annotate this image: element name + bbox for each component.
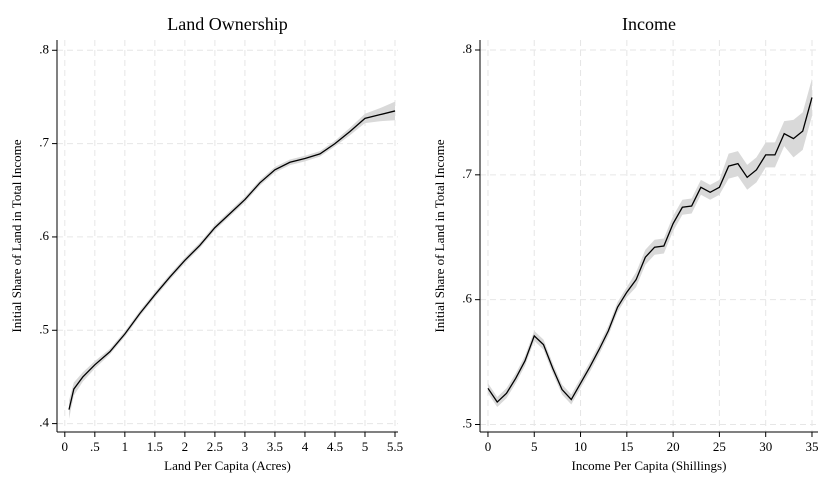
x-tick-label: 5 — [362, 439, 369, 454]
line — [68, 110, 396, 410]
x-tick-label: 4 — [302, 439, 309, 454]
x-axis-label: Land Per Capita (Acres) — [164, 458, 291, 473]
x-tick-label: 5 — [531, 439, 538, 454]
y-tick-label: .8 — [462, 41, 472, 56]
y-tick-label: .6 — [462, 291, 472, 306]
y-tick-label: .7 — [39, 135, 49, 150]
y-tick-label: .4 — [39, 415, 49, 430]
y-tick-label: .7 — [462, 166, 472, 181]
x-tick-label: 10 — [574, 439, 587, 454]
y-tick-label: .5 — [39, 321, 49, 336]
x-tick-label: 1 — [122, 439, 129, 454]
x-tick-label: 4.5 — [327, 439, 343, 454]
x-tick-label: 2 — [182, 439, 189, 454]
y-tick-label: .5 — [462, 415, 472, 430]
chart-title: Income — [622, 14, 676, 34]
y-tick-label: .6 — [39, 228, 49, 243]
line — [487, 97, 813, 404]
x-tick-label: 0 — [485, 439, 492, 454]
x-axis-label: Income Per Capita (Shillings) — [572, 458, 727, 473]
x-tick-label: 30 — [759, 439, 772, 454]
x-tick-label: 20 — [667, 439, 680, 454]
chart-title: Land Ownership — [167, 14, 287, 34]
x-tick-label: 25 — [713, 439, 726, 454]
x-tick-label: 15 — [620, 439, 633, 454]
x-tick-label: 2.5 — [207, 439, 223, 454]
x-tick-label: 0 — [62, 439, 69, 454]
x-tick-label: 1.5 — [147, 439, 163, 454]
x-tick-label: 5.5 — [387, 439, 403, 454]
confidence-band — [69, 101, 395, 419]
y-tick-label: .8 — [39, 41, 49, 56]
y-axis-label: Initial Share of Land in Total Income — [432, 139, 447, 332]
x-tick-label: 35 — [805, 439, 818, 454]
x-tick-label: 3 — [242, 439, 249, 454]
y-axis-label: Initial Share of Land in Total Income — [9, 139, 24, 332]
x-tick-label: .5 — [90, 439, 100, 454]
confidence-band — [487, 78, 812, 408]
x-tick-label: 3.5 — [267, 439, 283, 454]
